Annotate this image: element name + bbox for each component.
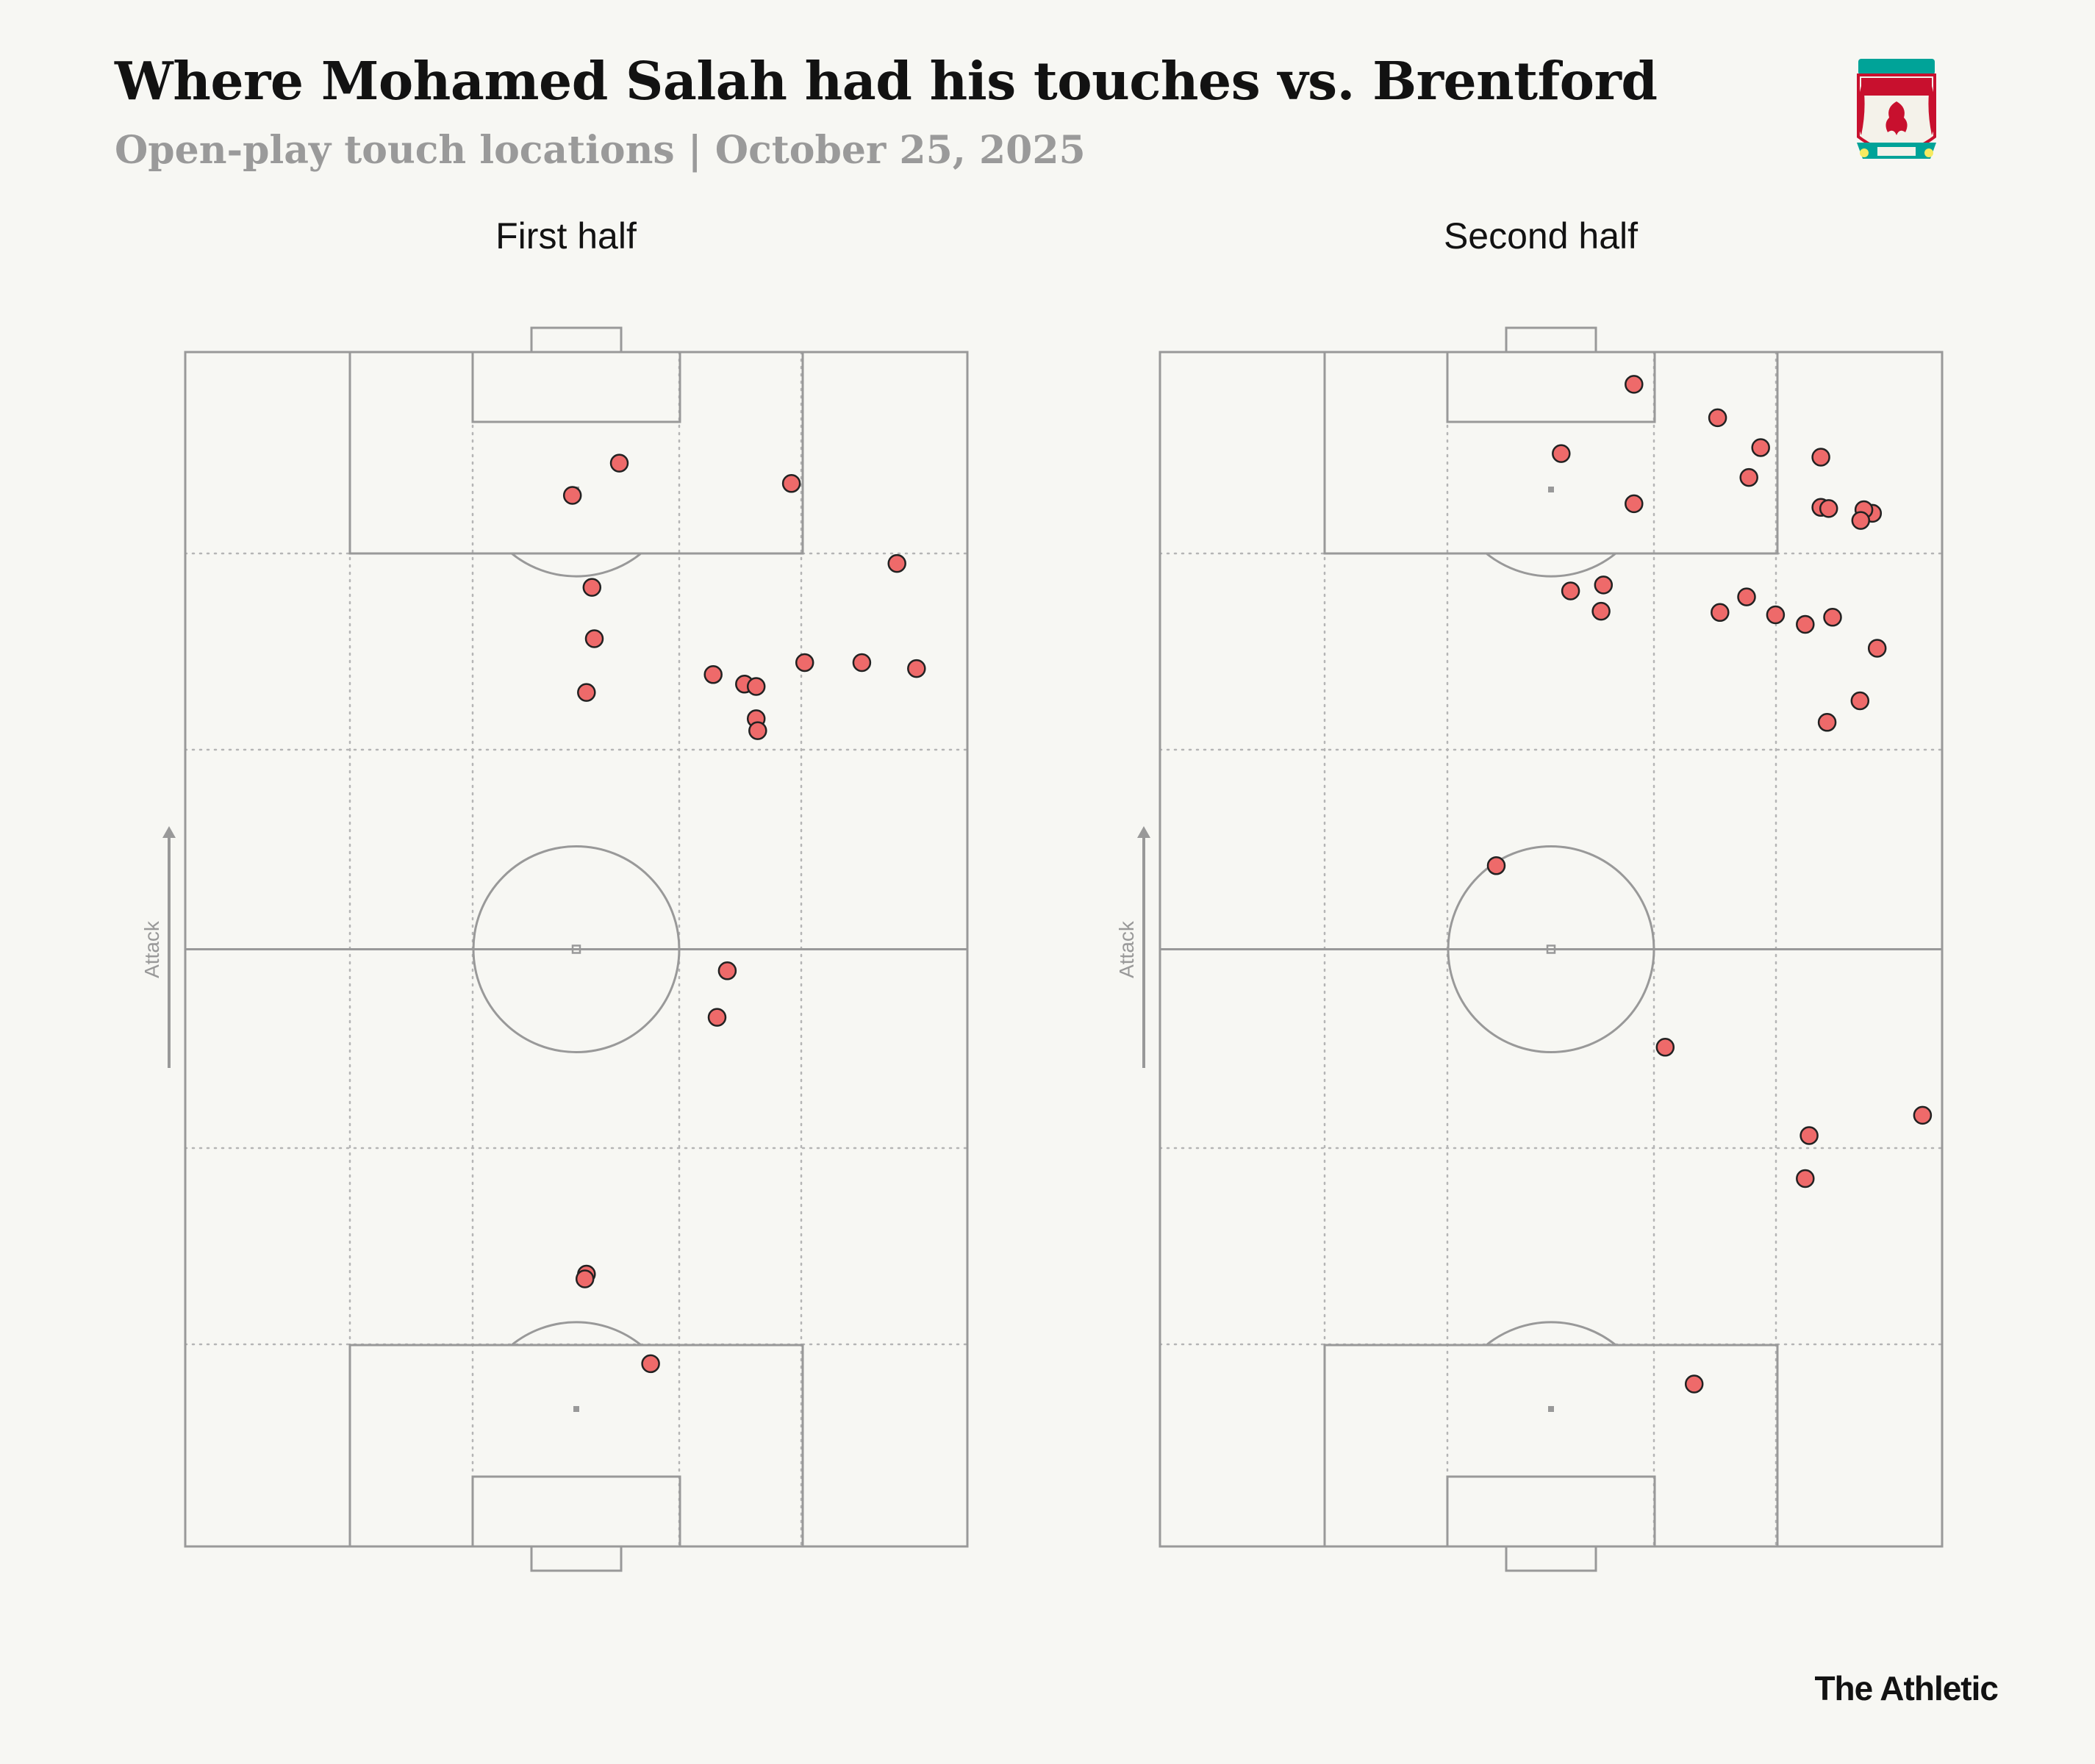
goal-top — [530, 326, 623, 354]
touch-point — [562, 486, 582, 505]
touch-point — [1796, 1169, 1815, 1188]
goal-area-bottom — [1446, 1475, 1656, 1548]
touch-point — [1799, 1126, 1819, 1145]
penalty-area-bottom — [348, 1344, 804, 1548]
touch-point — [717, 961, 737, 980]
touch-point — [1552, 444, 1571, 463]
touch-point — [1655, 1038, 1675, 1057]
penalty-spot-top — [1548, 487, 1554, 492]
touch-point — [584, 629, 604, 648]
goal-bottom — [1505, 1545, 1597, 1572]
touch-point — [1684, 1374, 1704, 1394]
page-title: Where Mohamed Salah had his touches vs. … — [115, 50, 1658, 112]
touch-point — [1913, 1105, 1933, 1125]
goal-area-bottom — [471, 1475, 681, 1548]
touch-point — [795, 653, 814, 673]
goal-area-top — [1446, 351, 1656, 423]
penalty-arc-top — [511, 552, 642, 578]
pitch-panel-2: Attack — [1115, 326, 1944, 1572]
touch-point — [1867, 639, 1887, 658]
page-subtitle: Open-play touch locations | October 25, … — [115, 128, 1086, 173]
touch-point — [1594, 576, 1614, 595]
touch-point — [577, 683, 596, 702]
touch-point — [707, 1008, 727, 1027]
touch-point — [887, 553, 906, 573]
panel-title-first-half: First half — [495, 215, 637, 257]
touch-point — [1737, 587, 1756, 606]
touch-point — [1625, 494, 1644, 514]
touch-point — [781, 474, 801, 493]
touch-point — [1796, 614, 1815, 634]
goal-area-top — [471, 351, 681, 423]
penalty-arc-bottom — [511, 1321, 642, 1347]
attack-arrow-icon — [162, 826, 176, 838]
touch-point — [1819, 499, 1838, 518]
penalty-area-bottom — [1323, 1344, 1779, 1548]
touch-point — [1625, 375, 1644, 394]
goal-top — [1505, 326, 1597, 354]
attack-arrow-icon — [1137, 826, 1150, 838]
attack-direction-label: Attack — [140, 920, 163, 978]
attack-direction-label: Attack — [1115, 920, 1138, 978]
brand-logo: The Athletic — [1814, 1669, 1999, 1707]
penalty-spot-bottom — [1548, 1406, 1554, 1412]
touch-point — [641, 1354, 660, 1374]
liverpool-crest-icon — [1857, 59, 1936, 159]
touch-point — [1708, 408, 1727, 428]
touch-point — [703, 665, 723, 684]
touch-point — [609, 453, 629, 473]
touch-point — [748, 721, 767, 740]
centre-circle — [472, 845, 681, 1053]
touch-point — [1486, 856, 1506, 875]
penalty-arc-bottom — [1486, 1321, 1616, 1347]
penalty-arc-top — [1486, 552, 1616, 578]
goal-bottom — [530, 1545, 623, 1572]
centre-spot — [1546, 944, 1556, 954]
touch-point — [1766, 605, 1786, 625]
touch-point — [1711, 603, 1730, 623]
touch-point — [1811, 448, 1830, 467]
touch-point — [1850, 691, 1870, 711]
touch-point — [582, 578, 602, 597]
penalty-area-top — [348, 351, 804, 555]
touch-point — [1751, 438, 1770, 457]
touch-point — [1739, 467, 1758, 487]
touch-point — [907, 659, 926, 678]
touch-point — [746, 677, 766, 696]
touch-point — [1591, 601, 1611, 621]
pitch-panel-1: Attack — [140, 326, 969, 1572]
touch-point — [852, 653, 872, 673]
centre-circle — [1447, 845, 1655, 1053]
panel-title-second-half: Second half — [1443, 215, 1639, 257]
penalty-spot-bottom — [573, 1406, 579, 1412]
touch-point — [575, 1269, 595, 1288]
penalty-area-top — [1323, 351, 1779, 555]
centre-spot — [571, 944, 581, 954]
touch-point — [1561, 581, 1580, 600]
touch-point — [1851, 511, 1871, 530]
touch-point — [1823, 608, 1842, 627]
touch-point — [1817, 713, 1837, 732]
